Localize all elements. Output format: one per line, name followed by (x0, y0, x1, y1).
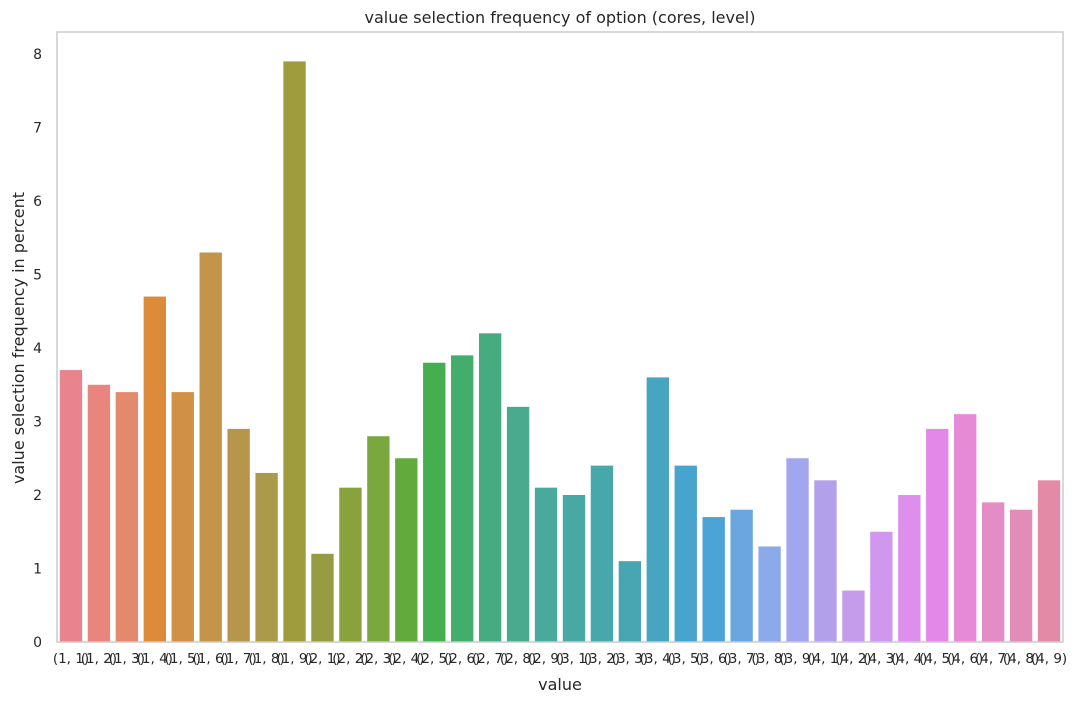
x-tick-label: (3, 1) (556, 651, 592, 667)
bar-3-9 (786, 458, 809, 642)
x-tick-label: (2, 4) (388, 651, 424, 667)
bar-1-8 (255, 472, 278, 642)
x-tick-label: (1, 7) (220, 651, 256, 667)
x-tick-label: (1, 5) (165, 651, 201, 667)
x-tick-label: (3, 5) (668, 651, 704, 667)
bar-3-7 (730, 509, 753, 642)
x-tick-label: (1, 9) (276, 651, 312, 667)
y-axis-ticks: 0 1 2 3 4 5 6 7 8 (33, 47, 42, 651)
bar-4-3 (870, 531, 893, 642)
y-tick-label: 3 (33, 415, 42, 431)
x-tick-label: (2, 5) (416, 651, 452, 667)
bar-2-5 (423, 362, 446, 642)
y-tick-label: 0 (33, 635, 42, 651)
x-tick-label: (2, 9) (528, 651, 564, 667)
bar-3-5 (674, 465, 697, 642)
bar-2-4 (395, 458, 418, 642)
bar-1-5 (171, 392, 194, 642)
x-tick-label: (2, 8) (500, 651, 536, 667)
y-tick-label: 5 (33, 268, 42, 284)
bar-4-2 (842, 590, 865, 642)
bar-1-7 (227, 428, 250, 642)
bar-3-8 (758, 546, 781, 642)
x-tick-label: (3, 7) (723, 651, 759, 667)
x-tick-label: (1, 4) (137, 651, 173, 667)
bar-4-9 (1037, 480, 1061, 642)
x-axis-ticks: (1, 1)(1, 2)(1, 3)(1, 4)(1, 5)(1, 6)(1, … (53, 651, 1067, 667)
x-tick-label: (1, 1) (53, 651, 89, 667)
x-tick-label: (3, 8) (751, 651, 787, 667)
bar-1-6 (199, 252, 222, 643)
x-tick-label: (4, 7) (975, 651, 1011, 667)
y-axis-label: value selection frequency in percent (9, 192, 28, 484)
bar-4-7 (981, 502, 1005, 642)
y-tick-label: 1 (33, 562, 42, 578)
bar-3-6 (702, 517, 725, 642)
x-tick-label: (1, 6) (193, 651, 229, 667)
bar-3-1 (562, 495, 586, 642)
bar-1-1 (59, 370, 83, 642)
x-tick-label: (3, 9) (779, 651, 815, 667)
bar-2-3 (367, 436, 390, 642)
bar-1-4 (143, 296, 166, 642)
x-tick-label: (2, 2) (332, 651, 368, 667)
x-tick-label: (3, 3) (612, 651, 648, 667)
bar-2-2 (339, 487, 362, 642)
x-tick-label: (2, 3) (360, 651, 396, 667)
bar-1-2 (87, 384, 111, 642)
bar-3-4 (646, 377, 669, 642)
bar-1-9 (283, 61, 306, 642)
bar-2-1 (311, 553, 334, 642)
x-tick-label: (2, 7) (472, 651, 508, 667)
x-tick-label: (2, 6) (444, 651, 480, 667)
x-tick-label: (4, 1) (807, 651, 843, 667)
bar-2-8 (506, 406, 530, 642)
bar-4-8 (1009, 509, 1033, 642)
x-axis-label: value (538, 675, 582, 694)
x-tick-label: (4, 5) (919, 651, 955, 667)
x-tick-label: (4, 3) (863, 651, 899, 667)
bar-2-6 (451, 355, 474, 642)
bar-2-9 (534, 487, 558, 642)
bar-3-3 (618, 561, 642, 642)
x-tick-label: (1, 8) (248, 651, 284, 667)
bar-4-4 (898, 495, 921, 642)
x-tick-label: (3, 6) (696, 651, 732, 667)
bars-group (59, 61, 1061, 643)
y-tick-label: 8 (33, 47, 42, 63)
chart-title: value selection frequency of option (cor… (364, 8, 755, 27)
x-tick-label: (4, 8) (1003, 651, 1039, 667)
bar-4-1 (814, 480, 837, 642)
x-tick-label: (4, 4) (891, 651, 927, 667)
bar-3-2 (590, 465, 614, 642)
y-tick-label: 7 (33, 121, 42, 137)
x-tick-label: (4, 6) (947, 651, 983, 667)
x-tick-label: (1, 2) (81, 651, 117, 667)
y-tick-label: 4 (33, 341, 42, 357)
bar-1-3 (115, 392, 139, 642)
plot-frame (56, 31, 1064, 643)
y-tick-label: 2 (33, 488, 42, 504)
x-tick-label: (2, 1) (304, 651, 340, 667)
x-tick-label: (4, 2) (835, 651, 871, 667)
bar-2-7 (478, 333, 502, 642)
x-tick-label: (4, 9) (1031, 651, 1067, 667)
y-tick-label: 6 (33, 194, 42, 210)
x-tick-label: (1, 3) (109, 651, 145, 667)
bar-4-5 (926, 428, 949, 642)
bar-4-6 (954, 414, 977, 642)
x-tick-label: (3, 2) (584, 651, 620, 667)
x-tick-label: (3, 4) (640, 651, 676, 667)
